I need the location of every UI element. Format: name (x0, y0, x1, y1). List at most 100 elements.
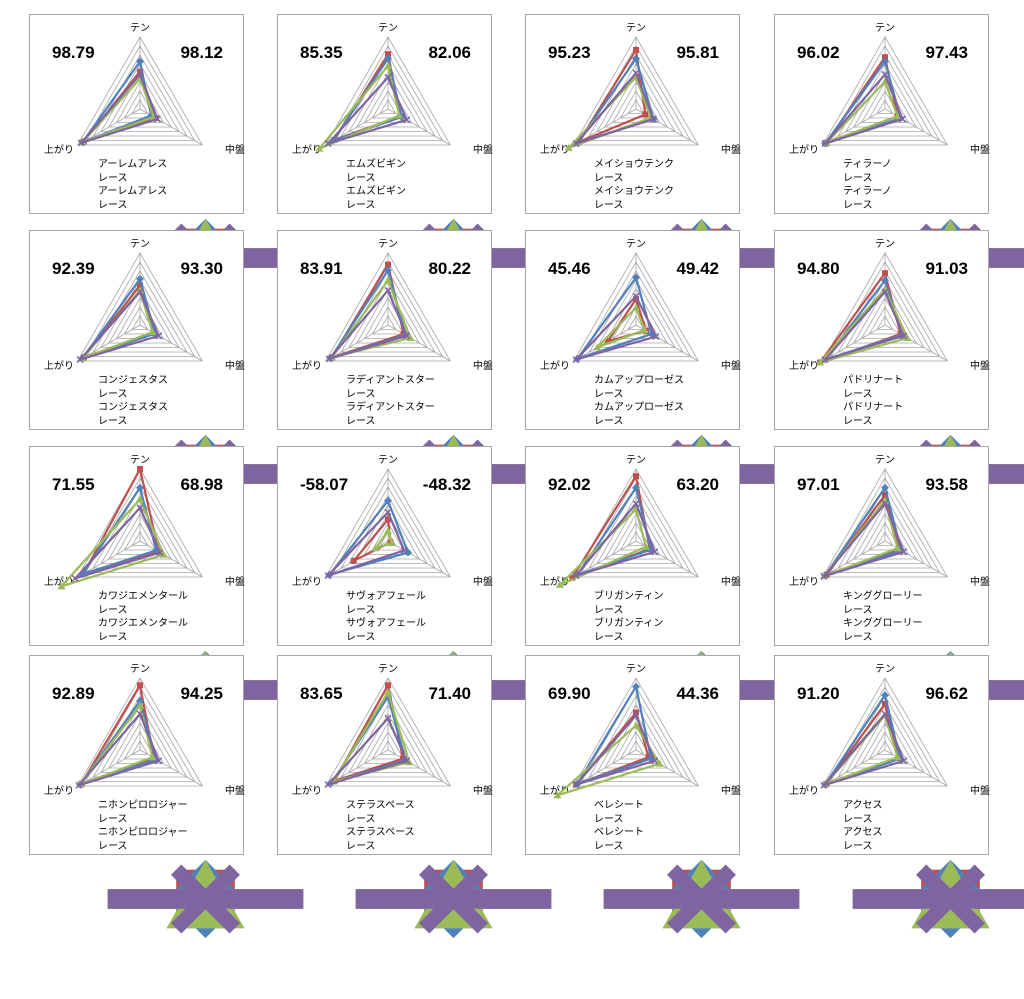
data-point (156, 548, 164, 557)
legend-label: ニホンピロロジャー (98, 827, 188, 838)
legend-entry: レース (98, 415, 304, 509)
data-point (384, 61, 392, 69)
data-point (350, 557, 357, 564)
data-point (882, 700, 888, 707)
legend-label: メイショウテンク (594, 159, 674, 170)
axis-label: テン (875, 664, 895, 675)
data-point (881, 288, 889, 296)
data-point (315, 144, 324, 152)
legend-label: レース (843, 631, 873, 643)
axis-spoke (139, 324, 203, 362)
legend: ラディアントスター レース ラディアントスター レース (346, 374, 552, 514)
grid-ring (868, 306, 902, 335)
score-right: 68.98 (180, 475, 223, 494)
series-line (596, 306, 646, 349)
legend-entry: レース (346, 415, 552, 509)
data-point (821, 140, 829, 148)
data-point (553, 791, 562, 799)
series-line (77, 712, 160, 787)
data-point (403, 757, 411, 765)
legend-entry: レース (346, 631, 552, 725)
data-point (324, 781, 332, 789)
data-point (137, 282, 143, 289)
score-right: 80.22 (428, 259, 471, 278)
data-point (159, 550, 168, 558)
legend: ニホンピロロジャー レース ニホンピロロジャー レース (98, 799, 304, 939)
data-point (403, 548, 412, 557)
legend: ブリガンティン レース ブリガンティン レース (594, 590, 800, 730)
legend-label: レース (346, 388, 376, 400)
legend-label: レース (98, 631, 128, 643)
data-point (136, 286, 144, 294)
axis-label: 上がり (540, 784, 570, 797)
series-line (81, 277, 157, 360)
legend-label: ニホンピロロジャー (98, 800, 188, 811)
series-line (575, 502, 656, 577)
axis-label: 中盤 (473, 143, 493, 156)
axis-label: テン (626, 455, 646, 466)
data-point (632, 303, 640, 311)
data-point (385, 682, 391, 689)
grid-ring (76, 677, 204, 787)
legend-label: レース (346, 172, 376, 184)
data-point (569, 574, 576, 581)
legend-label: アーレムアレス (98, 186, 168, 197)
grid-ring (845, 495, 925, 564)
grid-ring (837, 54, 933, 137)
data-point (405, 758, 414, 766)
data-point (555, 580, 564, 588)
data-point (632, 711, 640, 719)
radar-chart-panel: テン 中盤 上がり 45.46 49.42 カムアップローゼス レース カムアップローゼス レー… (525, 230, 800, 514)
data-point (572, 781, 580, 789)
axis-spoke (884, 540, 948, 578)
grid-ring (379, 315, 397, 330)
score-right: 93.30 (180, 259, 223, 278)
grid-ring (604, 504, 668, 560)
radar-chart-panel: テン 中盤 上がり 98.79 98.12 アーレムアレス レース アーレムアレス レース (29, 14, 304, 298)
grid-ring (76, 252, 204, 362)
grid-ring (853, 288, 917, 344)
data-point (155, 757, 163, 765)
series-line (577, 48, 647, 144)
data-point (384, 526, 392, 534)
legend-entry: レース (594, 199, 800, 293)
grid-ring (572, 468, 700, 578)
legend-label: キンググローリー (843, 618, 923, 629)
legend-label: レース (843, 415, 873, 427)
legend-entry: レース (843, 199, 1024, 293)
data-point (632, 682, 640, 691)
data-point (655, 759, 664, 767)
grid-ring (76, 36, 204, 146)
grid-ring (588, 695, 684, 778)
series-line (819, 287, 909, 364)
series-line (824, 486, 903, 577)
data-point (640, 326, 649, 334)
legend-label: ティラーノ (843, 186, 892, 197)
axis-label: テン (130, 239, 150, 250)
data-point (900, 332, 908, 340)
grid-ring (619, 731, 653, 760)
axis-label: テン (130, 23, 150, 34)
score-right: 49.42 (676, 259, 719, 278)
series-line (575, 295, 658, 361)
axis-label: 上がり (44, 784, 74, 797)
legend-label: レース (843, 199, 873, 211)
score-right: 63.20 (676, 475, 719, 494)
data-point (57, 582, 66, 590)
axis-spoke (822, 749, 886, 787)
data-point (136, 483, 144, 492)
data-point (387, 539, 396, 547)
legend-label: レース (843, 604, 873, 616)
axis-label: 中盤 (721, 575, 741, 588)
data-point (816, 358, 825, 366)
score-left: -58.07 (300, 475, 349, 494)
data-point (820, 781, 828, 789)
axis-label: 中盤 (225, 143, 245, 156)
score-right: 95.81 (676, 43, 719, 62)
